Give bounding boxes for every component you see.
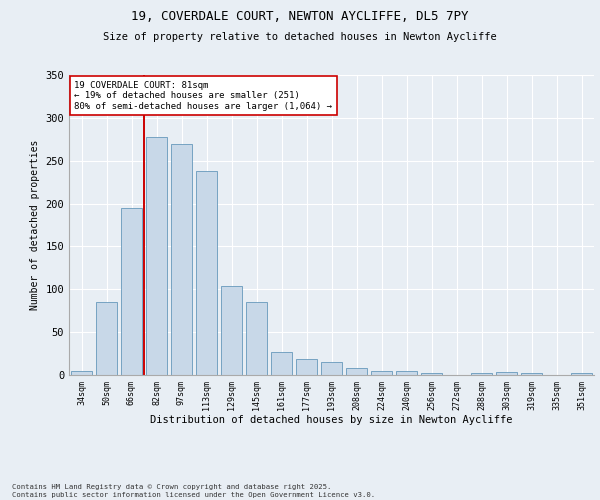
Text: Size of property relative to detached houses in Newton Aycliffe: Size of property relative to detached ho… <box>103 32 497 42</box>
X-axis label: Distribution of detached houses by size in Newton Aycliffe: Distribution of detached houses by size … <box>150 416 513 426</box>
Text: 19, COVERDALE COURT, NEWTON AYCLIFFE, DL5 7PY: 19, COVERDALE COURT, NEWTON AYCLIFFE, DL… <box>131 10 469 23</box>
Bar <box>321 362 342 375</box>
Bar <box>221 286 242 375</box>
Bar <box>146 136 167 375</box>
Bar <box>496 372 517 375</box>
Bar <box>121 208 142 375</box>
Bar <box>346 368 367 375</box>
Text: Contains HM Land Registry data © Crown copyright and database right 2025.
Contai: Contains HM Land Registry data © Crown c… <box>12 484 375 498</box>
Bar <box>96 302 117 375</box>
Bar <box>296 358 317 375</box>
Y-axis label: Number of detached properties: Number of detached properties <box>30 140 40 310</box>
Bar <box>421 374 442 375</box>
Bar <box>196 171 217 375</box>
Text: 19 COVERDALE COURT: 81sqm
← 19% of detached houses are smaller (251)
80% of semi: 19 COVERDALE COURT: 81sqm ← 19% of detac… <box>74 81 332 111</box>
Bar <box>396 370 417 375</box>
Bar <box>471 374 492 375</box>
Bar <box>271 352 292 375</box>
Bar <box>571 374 592 375</box>
Bar <box>371 370 392 375</box>
Bar <box>171 144 192 375</box>
Bar <box>521 374 542 375</box>
Bar <box>71 370 92 375</box>
Bar <box>246 302 267 375</box>
